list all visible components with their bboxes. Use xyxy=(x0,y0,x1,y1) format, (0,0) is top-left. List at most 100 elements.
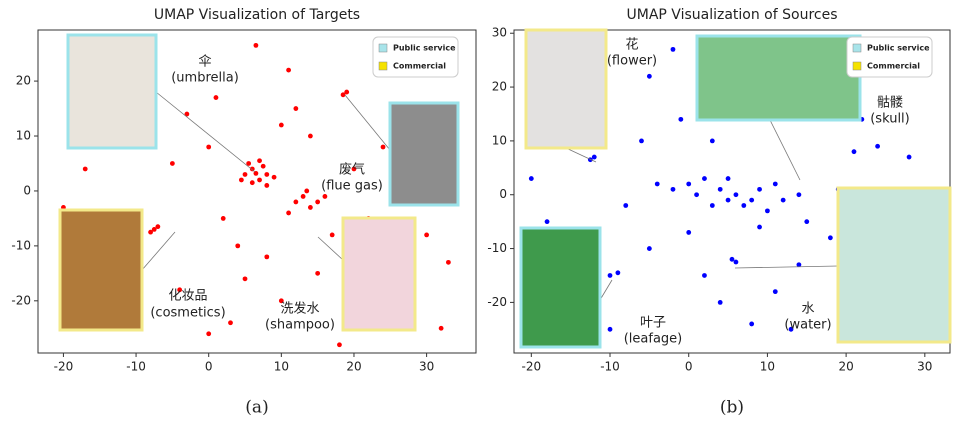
point xyxy=(749,321,755,327)
x-tick-label: -20 xyxy=(522,360,542,374)
point xyxy=(875,143,880,149)
legend-label: Commercial xyxy=(393,62,446,71)
legend-label: Commercial xyxy=(867,62,920,71)
point xyxy=(670,46,676,52)
point xyxy=(329,232,335,238)
point xyxy=(528,176,534,181)
annotation: 叶子 xyxy=(640,316,666,331)
point xyxy=(278,122,284,128)
annotation: (flower) xyxy=(607,54,657,69)
point xyxy=(82,166,88,172)
point xyxy=(300,194,306,199)
point xyxy=(293,106,299,111)
point xyxy=(337,342,342,348)
y-tick-label: -10 xyxy=(487,241,507,255)
point xyxy=(264,172,270,177)
annotation: 水 xyxy=(801,302,814,317)
point xyxy=(851,149,857,155)
point xyxy=(184,111,190,117)
point xyxy=(729,256,735,262)
point xyxy=(607,326,613,332)
point xyxy=(253,42,259,48)
point xyxy=(206,144,212,150)
annotation: 废气 xyxy=(339,162,365,178)
point xyxy=(249,180,255,186)
point xyxy=(257,158,262,164)
point xyxy=(615,270,621,276)
point xyxy=(315,199,321,205)
point xyxy=(260,163,266,169)
point xyxy=(242,172,248,177)
point xyxy=(264,183,270,188)
point xyxy=(238,177,244,183)
x-tick-label: 0 xyxy=(205,360,213,374)
point xyxy=(228,320,233,326)
example-image xyxy=(341,216,417,332)
point xyxy=(725,176,731,181)
leader-line xyxy=(344,94,391,151)
y-tick-label: 0 xyxy=(499,187,507,201)
leader-line xyxy=(141,231,176,271)
point xyxy=(257,177,262,183)
leader-line xyxy=(769,119,801,181)
point xyxy=(709,203,715,208)
point xyxy=(246,161,252,166)
point xyxy=(686,181,692,187)
x-tick-label: -20 xyxy=(54,360,74,374)
point xyxy=(654,181,660,187)
legend-box xyxy=(372,36,459,78)
point xyxy=(213,95,219,100)
x-tick-label: 30 xyxy=(917,360,932,374)
annotation: (water) xyxy=(784,318,831,333)
point xyxy=(286,67,291,73)
point xyxy=(293,199,299,205)
point xyxy=(177,287,183,293)
point xyxy=(639,138,644,144)
x-tick-label: 20 xyxy=(346,360,361,374)
example-image xyxy=(695,34,862,122)
point xyxy=(340,92,346,98)
annotation: 伞 xyxy=(198,54,211,70)
y-tick-label: 10 xyxy=(16,129,31,143)
y-tick-label: 10 xyxy=(492,133,507,147)
point xyxy=(148,229,153,235)
chart-title: UMAP Visualization of Targets xyxy=(154,7,360,23)
point xyxy=(772,181,778,187)
point xyxy=(694,192,699,198)
legend-swatch xyxy=(852,61,862,71)
point xyxy=(220,216,226,221)
annotation: 化妆品 xyxy=(168,289,207,304)
y-tick-label: -20 xyxy=(11,293,31,307)
point xyxy=(757,224,762,230)
chart-title: UMAP Visualization of Sources xyxy=(627,7,838,23)
leader-line xyxy=(565,147,597,163)
point xyxy=(315,270,321,276)
x-tick-label: 20 xyxy=(838,360,853,374)
annotation: (skull) xyxy=(870,112,910,127)
point xyxy=(544,219,550,225)
point xyxy=(804,219,810,225)
leader-line xyxy=(599,279,613,301)
x-tick-label: -10 xyxy=(126,360,146,374)
annotation: (umbrella) xyxy=(171,71,239,86)
example-image xyxy=(388,101,460,207)
leader-line xyxy=(734,265,839,269)
caption: (a) xyxy=(245,398,268,418)
point xyxy=(733,192,739,198)
point xyxy=(623,203,629,208)
point xyxy=(796,192,802,198)
annotation: (flue gas) xyxy=(321,179,383,194)
point xyxy=(322,194,328,199)
point xyxy=(827,235,833,241)
legend-swatch xyxy=(852,43,862,53)
point xyxy=(438,325,444,331)
point xyxy=(686,230,692,235)
legend-label: Public service xyxy=(393,44,456,53)
point xyxy=(591,154,597,160)
y-tick-label: 20 xyxy=(16,74,31,88)
point xyxy=(445,259,451,265)
point xyxy=(155,224,161,230)
y-tick-label: 20 xyxy=(492,80,507,94)
leader-line xyxy=(317,236,344,261)
